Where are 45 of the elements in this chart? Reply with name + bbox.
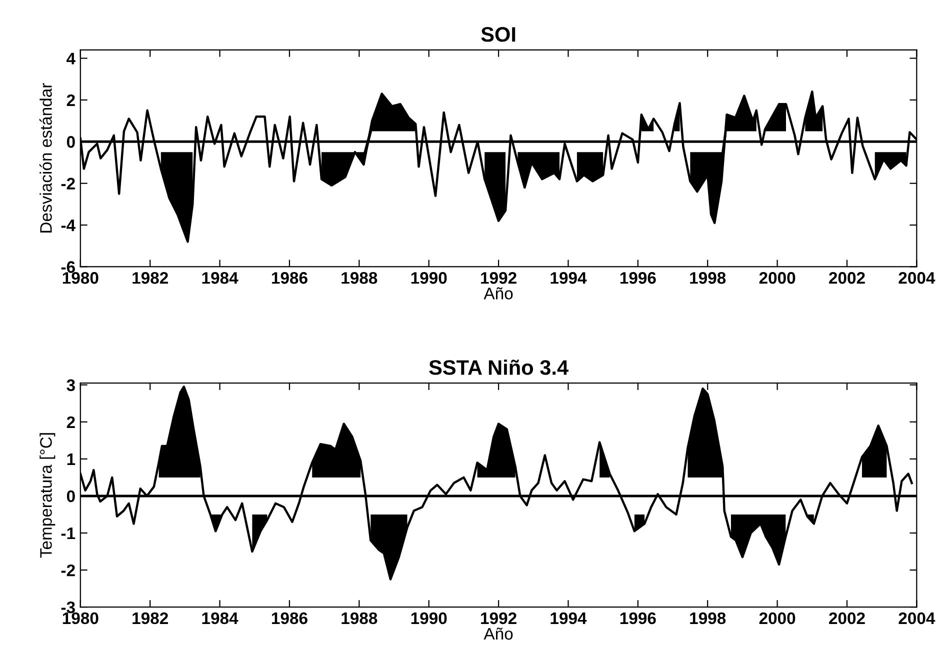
- x-tick-label: 1980: [62, 612, 98, 624]
- x-tick-label: 1984: [202, 272, 238, 284]
- y-tick-label: 3: [66, 379, 75, 392]
- x-tick-label: 1992: [481, 272, 516, 284]
- y-tick-label: -6: [61, 261, 75, 273]
- x-tick-label: 1990: [411, 612, 447, 624]
- x-tick-label: 1992: [481, 612, 516, 624]
- y-tick-label: -3: [61, 601, 75, 614]
- y-tick-label: -4: [61, 220, 76, 232]
- y-tick-label: 4: [66, 52, 76, 64]
- chart-title: SSTA Niño 3.4: [429, 360, 568, 375]
- y-axis-title: Temperatura [°C]: [40, 433, 56, 558]
- x-tick-label: 1986: [272, 272, 308, 284]
- y-tick-label: 1: [67, 454, 76, 465]
- y-tick-label: 0: [66, 490, 75, 502]
- x-tick-label: 1988: [342, 612, 378, 624]
- x-tick-label: 1994: [550, 272, 587, 284]
- x-tick-label: 2002: [829, 272, 865, 284]
- chart-title: SOI: [481, 27, 516, 42]
- y-tick-label: -2: [61, 178, 75, 190]
- y-tick-label: -1: [61, 528, 76, 540]
- x-tick-label: 1982: [132, 612, 168, 624]
- x-tick-label: 1996: [620, 272, 656, 284]
- x-tick-label: 1996: [620, 612, 656, 624]
- x-tick-label: 2004: [898, 272, 936, 284]
- x-tick-label: 1986: [272, 612, 308, 624]
- x-tick-label: 1982: [132, 272, 168, 284]
- y-tick-label: 2: [66, 416, 75, 428]
- x-tick-label: 2002: [829, 612, 865, 624]
- x-tick-label: 1990: [411, 272, 447, 284]
- y-axis-title: Desviación estándar: [39, 83, 52, 232]
- y-tick-label: 0: [66, 136, 75, 148]
- x-axis-title: Año: [484, 628, 513, 640]
- x-tick-label: 2000: [759, 612, 796, 624]
- x-tick-label: 1998: [690, 612, 726, 624]
- x-tick-label: 1984: [202, 612, 238, 624]
- x-tick-label: 2000: [759, 272, 796, 284]
- x-tick-label: 1998: [690, 272, 726, 284]
- x-tick-label: 1980: [62, 272, 98, 284]
- y-tick-label: 2: [66, 94, 75, 106]
- y-tick-label: -2: [61, 564, 75, 576]
- x-tick-label: 1994: [550, 612, 587, 624]
- x-tick-label: 2004: [898, 612, 936, 624]
- x-axis-title: Año: [484, 287, 513, 300]
- x-tick-label: 1988: [342, 272, 378, 284]
